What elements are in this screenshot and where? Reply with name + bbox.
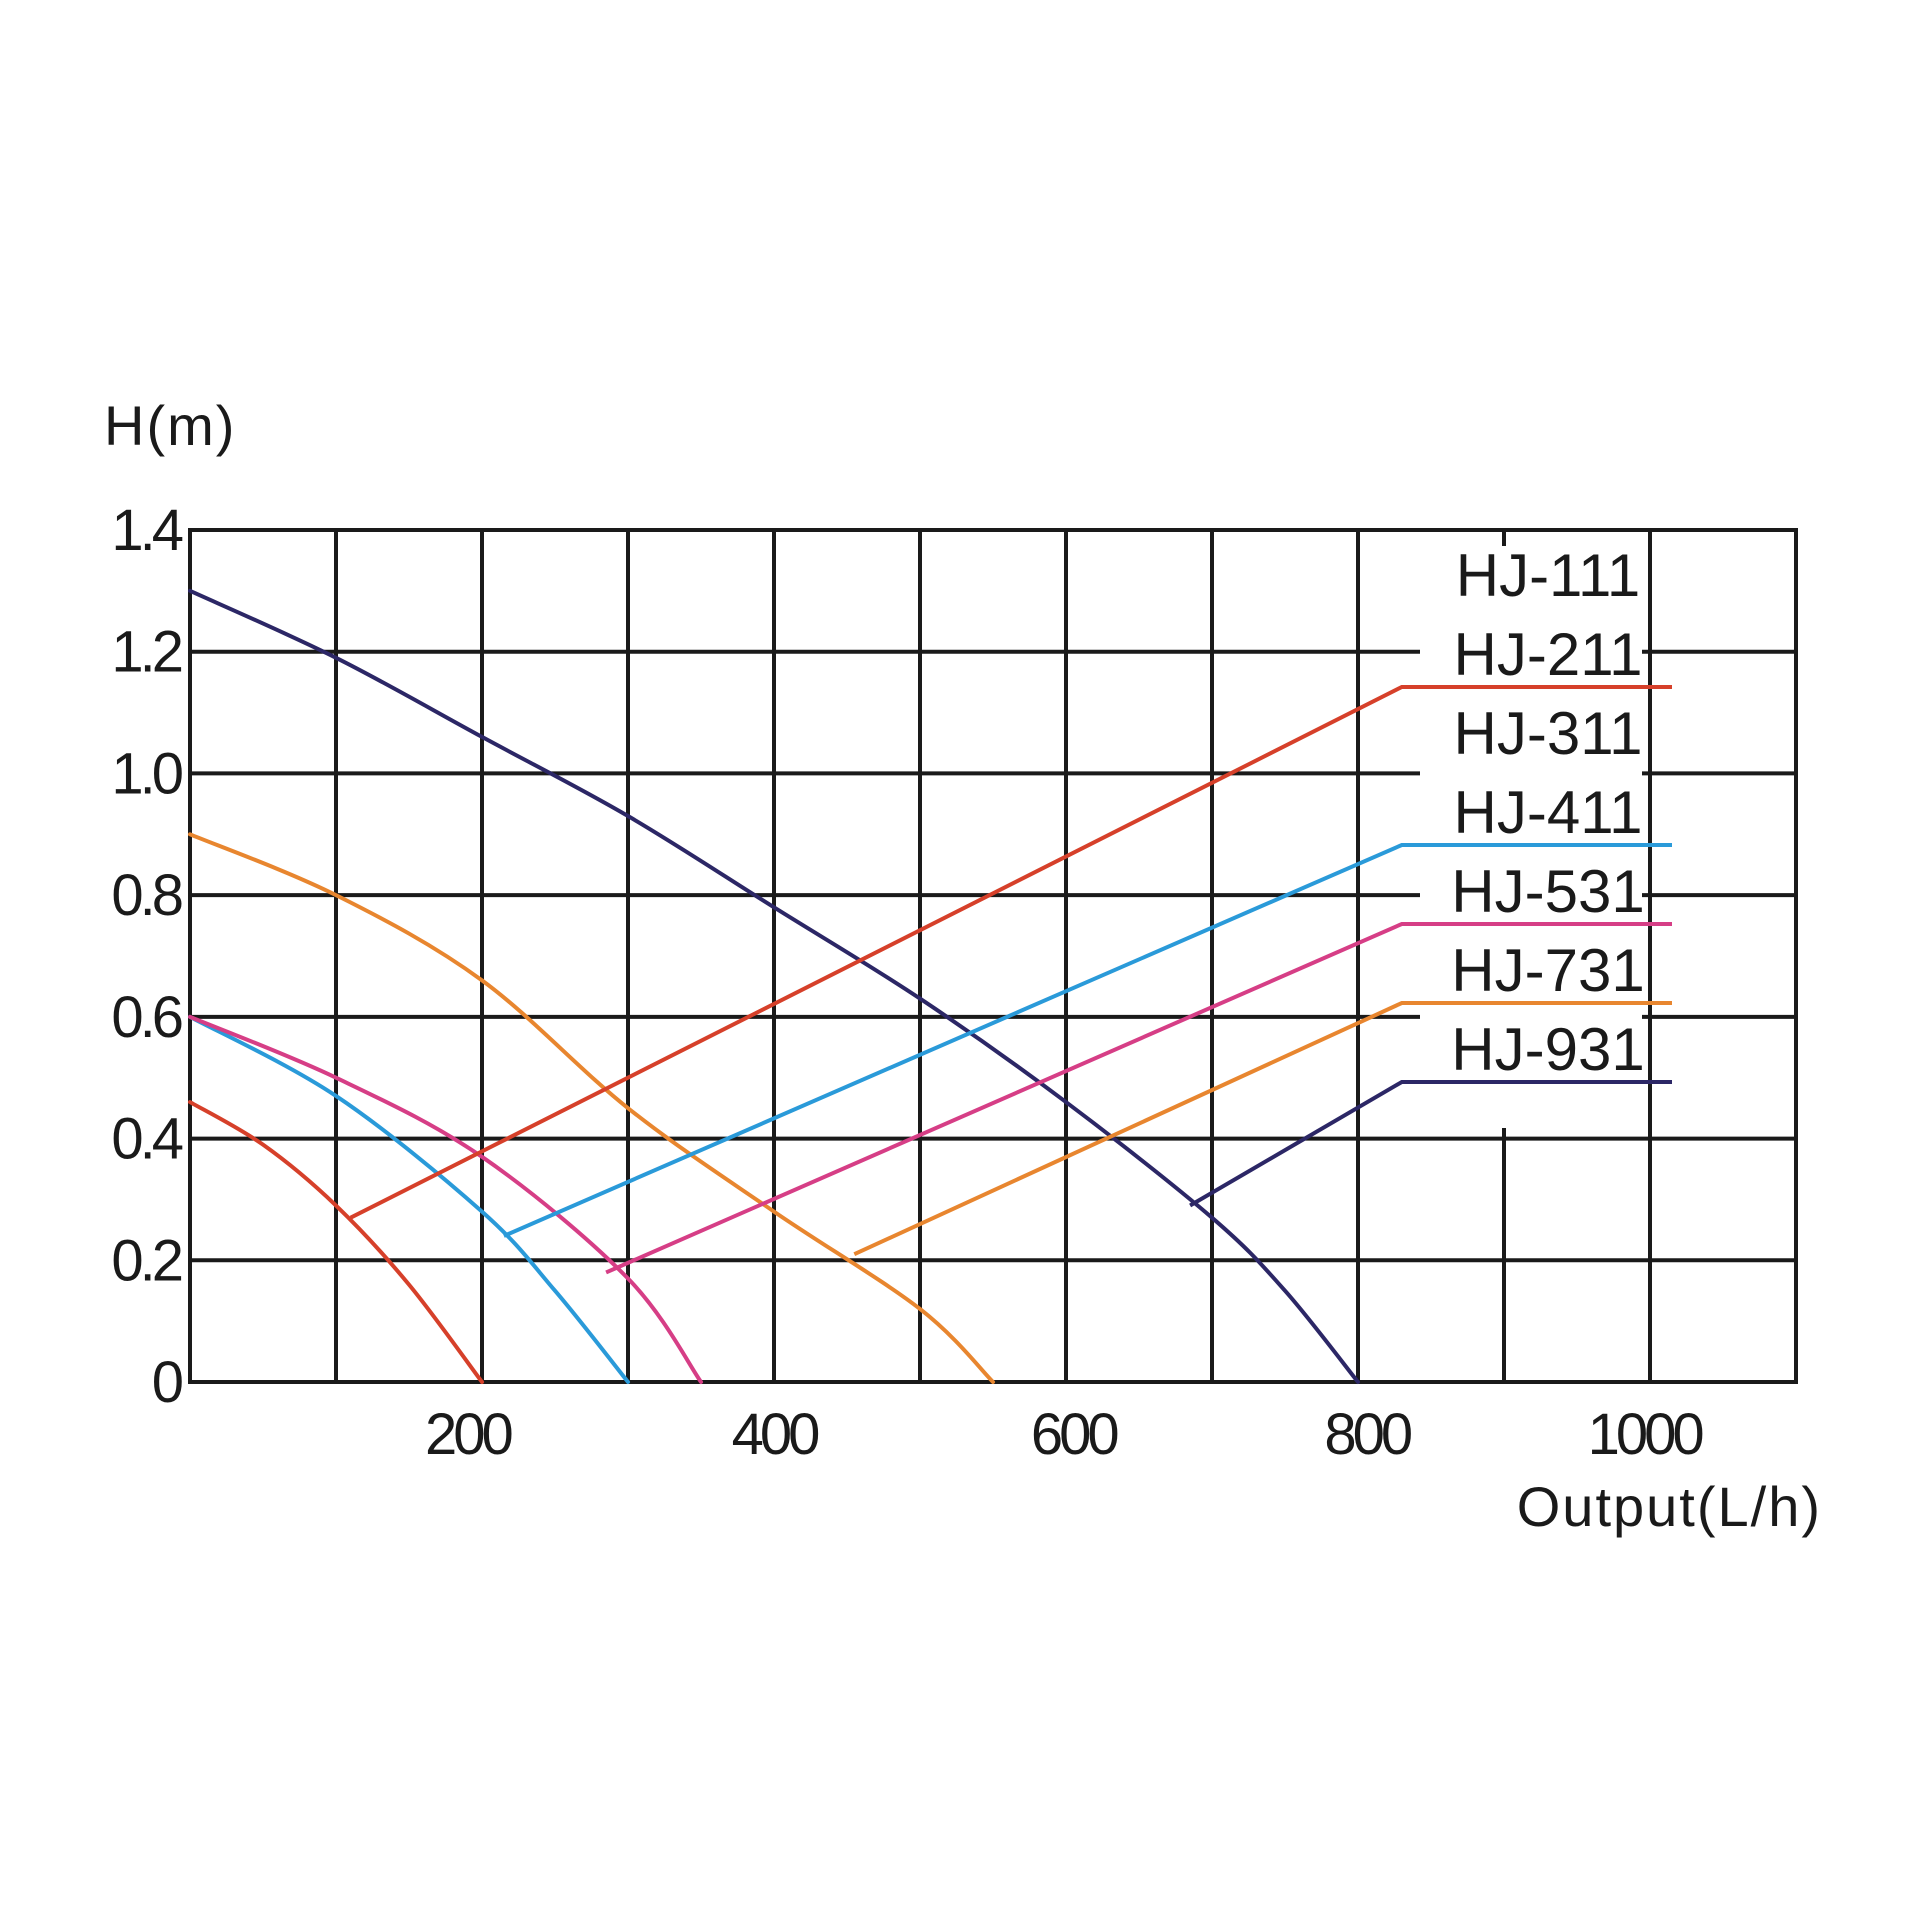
legend-box [1420,546,1642,1128]
legend-leader-line [1189,1080,1672,1208]
y-tick-label: 0.8 [111,863,181,928]
x-tick-label: 200 [425,1402,512,1467]
y-tick-label: 1.4 [111,498,182,563]
series-curve [188,1014,703,1384]
series-curve [188,832,995,1384]
legend-label: HJ-731 [1451,937,1644,1004]
legend-label: HJ-311 [1454,700,1643,767]
legend-leader-line [605,922,1672,1275]
y-tick-label: 1.2 [111,620,181,685]
legend-label: HJ-411 [1454,779,1643,846]
legend-label: HJ-931 [1451,1016,1644,1083]
y-tick-label: 0.6 [111,985,181,1050]
y-axis-title: H(m) [104,394,236,457]
y-tick-label: 0.4 [111,1107,182,1172]
legend-label: HJ-111 [1456,542,1641,609]
legend-label: HJ-211 [1454,621,1643,688]
legend-leader-line [503,843,1672,1238]
chart-series [188,588,1360,1384]
legend-label: HJ-531 [1451,858,1644,925]
y-tick-label: 1.0 [111,741,181,806]
legend-leader-line [349,685,1672,1220]
x-tick-label: 400 [732,1402,819,1467]
chart-tick-labels: 0 0.2 0.4 0.6 0.8 1.0 1.2 1.4 200 400 600 800 1000 [111,498,1706,1467]
x-axis-title: Output(L/h) [1517,1475,1822,1538]
x-tick-label: 800 [1324,1402,1411,1467]
series-curve [188,588,1360,1384]
chart-legend: HJ-111 HJ-211 HJ-311 HJ-411 HJ-531 HJ-731 HJ-9… [349,542,1672,1275]
series-curve [188,1100,484,1384]
y-tick-label: 0 [152,1350,182,1415]
y-tick-label: 0.2 [111,1228,181,1293]
series-curve [188,1014,630,1384]
legend-leader-line [853,1001,1672,1257]
x-tick-label: 600 [1031,1402,1118,1467]
x-tick-label: 1000 [1588,1402,1703,1467]
